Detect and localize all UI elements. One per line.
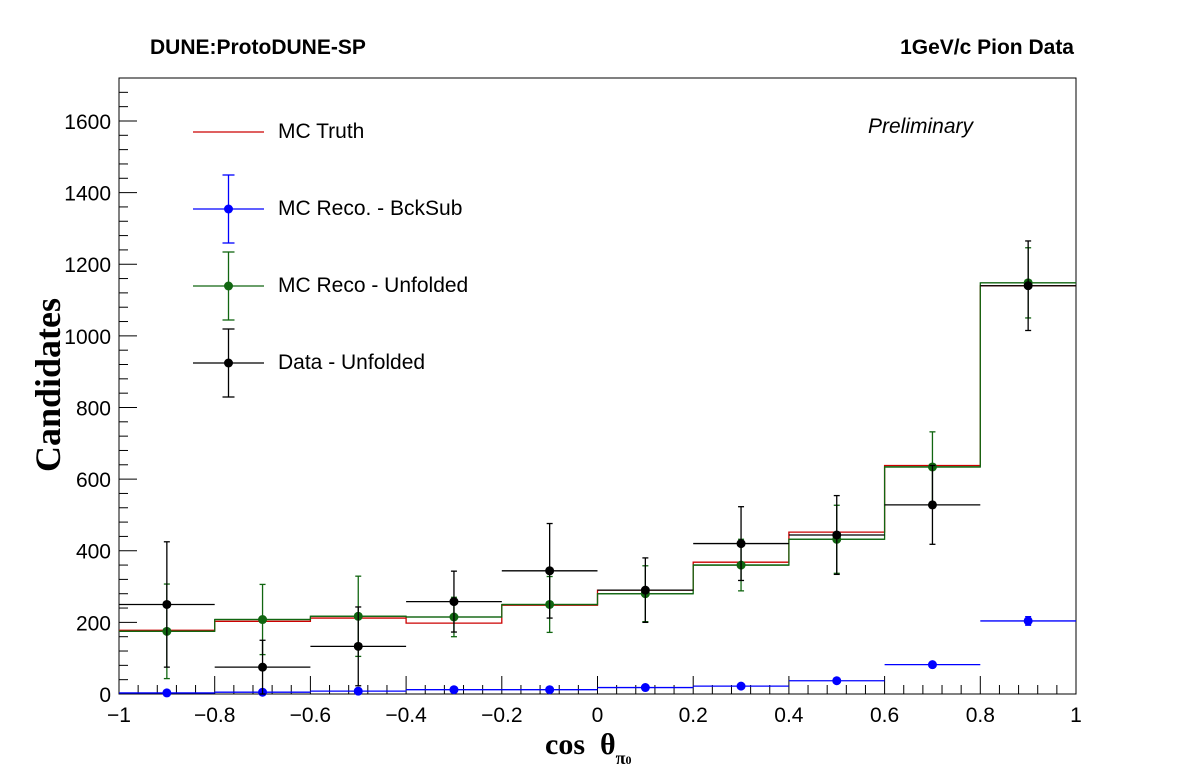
x-tick-label: −0.6 xyxy=(290,704,331,727)
data-unfolded-point-4 xyxy=(501,522,598,619)
y-tick-label: 1600 xyxy=(64,111,111,134)
data-unfolded-point-5 xyxy=(597,557,694,624)
mc-reco-bcksub-point-5 xyxy=(597,683,694,693)
dataset-label: 1GeV/c Pion Data xyxy=(900,36,1074,59)
x-tick-label: −0.4 xyxy=(385,704,427,727)
data-unfolded-point-0 xyxy=(119,541,215,668)
mc-reco-bcksub-marker xyxy=(162,688,172,698)
data-unfolded-point-8 xyxy=(884,464,981,545)
data-unfolded-marker xyxy=(736,539,746,549)
data-unfolded-marker xyxy=(545,566,555,576)
data-unfolded-marker xyxy=(927,500,937,510)
mc-reco-bcksub-point-8 xyxy=(884,660,981,670)
y-axis-label: Candidates xyxy=(28,297,68,473)
mc-reco-bcksub-point-9 xyxy=(980,615,1076,626)
legend-label-mc-truth: MC Truth xyxy=(278,120,365,143)
data-unfolded-point-6 xyxy=(693,506,789,582)
mc-reco-unfolded-marker xyxy=(258,615,268,625)
x-axis-label-cos: cos xyxy=(545,728,585,761)
legend-label-mc-reco-bcksub: MC Reco. - BckSub xyxy=(278,197,463,220)
data-unfolded-marker xyxy=(449,597,459,607)
mc-reco-bcksub-marker xyxy=(353,686,363,696)
legend-marker-mc-reco-unfolded xyxy=(193,251,264,321)
mc-reco-bcksub-marker xyxy=(640,683,650,693)
mc-reco-bcksub-marker xyxy=(832,676,842,686)
mc-reco-bcksub-point-3 xyxy=(406,685,502,695)
mc-reco-bcksub-marker xyxy=(545,685,555,695)
x-tick-label: 0 xyxy=(592,704,604,727)
data-unfolded-point-7 xyxy=(788,494,885,576)
y-tick-label: 400 xyxy=(76,541,111,564)
x-tick-label: −0.2 xyxy=(481,704,522,727)
y-tick-label: 200 xyxy=(76,612,111,635)
data-unfolded-point-3 xyxy=(406,570,502,633)
tick-labels: −1 −0.8 −0.6 −0.4 −0.2 0 0.2 0.4 0.6 0.8 1 0 200 400 6… xyxy=(64,111,1082,727)
legend-label-mc-reco-unfolded: MC Reco - Unfolded xyxy=(278,274,469,297)
mc-reco-bcksub-marker xyxy=(1023,616,1033,626)
data-unfolded-point-9 xyxy=(980,240,1076,332)
data-unfolded-marker xyxy=(162,599,172,609)
data-unfolded-marker xyxy=(258,662,268,672)
x-tick-label: 0.2 xyxy=(679,704,708,727)
y-tick-label: 0 xyxy=(99,684,111,707)
x-tick-label: −0.8 xyxy=(194,704,235,727)
data-unfolded-point-1 xyxy=(214,639,311,695)
data-unfolded-marker xyxy=(1023,281,1033,291)
x-tick-label: 1 xyxy=(1070,704,1082,727)
mc-reco-bcksub-point-0 xyxy=(119,688,215,698)
legend-label-data-unfolded: Data - Unfolded xyxy=(278,351,426,374)
y-tick-label: 1400 xyxy=(64,183,111,206)
mc-reco-bcksub-point-2 xyxy=(310,686,407,696)
x-tick-label: 0.8 xyxy=(966,704,995,727)
x-axis-label: cos θπ0 xyxy=(545,728,632,768)
x-axis-label-pi: π xyxy=(615,748,626,768)
legend-marker-data-unfolded xyxy=(193,328,264,398)
experiment-label: DUNE:ProtoDUNE-SP xyxy=(150,36,366,59)
x-tick-label: 0.6 xyxy=(870,704,899,727)
legend-dot xyxy=(224,281,233,291)
mc-reco-bcksub-marker xyxy=(449,685,459,695)
x-tick-label: 0.4 xyxy=(774,704,804,727)
legend-markers xyxy=(193,131,264,398)
y-tick-label: 1000 xyxy=(64,326,111,349)
data-unfolded-point-2 xyxy=(310,606,407,687)
series-group xyxy=(119,240,1076,698)
data-unfolded-marker xyxy=(832,530,842,540)
preliminary-label: Preliminary xyxy=(868,115,974,138)
mc-reco-bcksub-marker xyxy=(927,660,937,670)
y-tick-label: 600 xyxy=(76,469,111,492)
mc-reco-bcksub-marker xyxy=(736,681,746,691)
mc-reco-bcksub-point-6 xyxy=(693,681,789,691)
x-tick-label: −1 xyxy=(107,704,131,727)
data-unfolded-marker xyxy=(353,641,363,651)
x-axis-label-zero: 0 xyxy=(625,753,632,767)
mc-reco-bcksub-point-7 xyxy=(788,676,885,686)
y-tick-label: 800 xyxy=(76,397,111,420)
y-tick-label: 1200 xyxy=(64,254,111,277)
data-unfolded-marker xyxy=(640,585,650,595)
mc-reco-bcksub-point-4 xyxy=(501,685,598,695)
legend-dot xyxy=(224,358,233,368)
legend-marker-mc-reco-bcksub xyxy=(193,174,264,244)
x-axis-label-theta: θ xyxy=(600,728,616,761)
legend-dot xyxy=(224,204,233,214)
